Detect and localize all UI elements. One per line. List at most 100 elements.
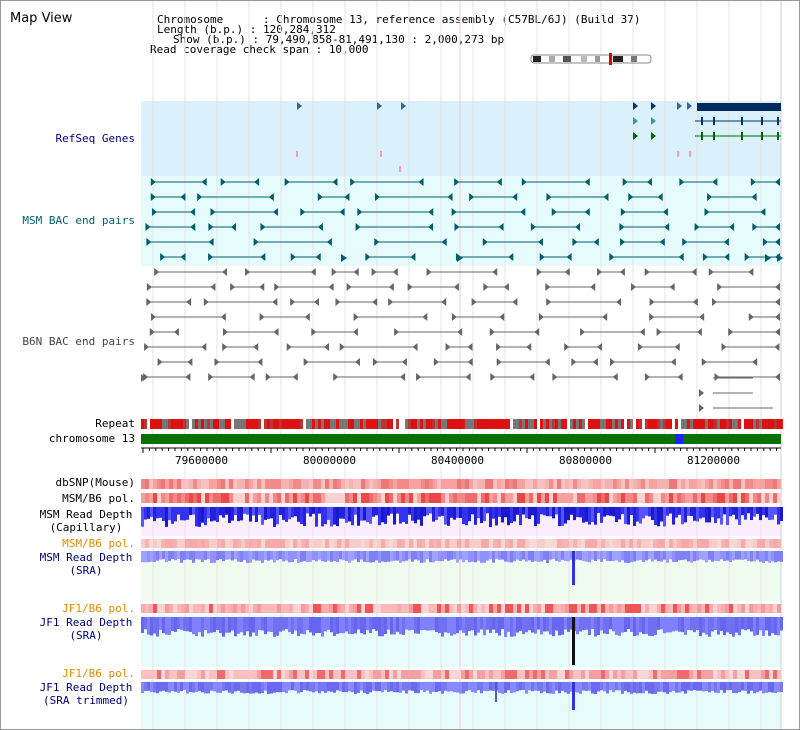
heat-cell (413, 604, 417, 613)
depth-bar (462, 507, 465, 525)
heat-cell (457, 479, 461, 489)
depth-bar (615, 682, 618, 691)
bac-end-marker (744, 253, 750, 261)
depth-bar (168, 551, 171, 561)
heat-cell (629, 493, 633, 503)
bac-end-marker (317, 223, 323, 231)
heat-cell (693, 539, 697, 548)
heat-cell (165, 479, 169, 489)
depth-bar (348, 551, 351, 563)
bac-end-marker (657, 193, 663, 201)
heat-cell (209, 670, 213, 679)
heat-cell (673, 670, 677, 679)
chromosome-value: Chromosome 13, reference assembly (C57BL… (276, 13, 641, 26)
heat-cell (733, 539, 737, 548)
heat-cell (437, 493, 441, 503)
heat-cell (381, 604, 385, 613)
heat-cell (705, 604, 709, 613)
depth-bar (282, 507, 285, 520)
heat-cell (677, 539, 681, 548)
heat-cell (549, 479, 553, 489)
heat-cell (737, 479, 741, 489)
bac-end-marker (748, 268, 754, 276)
bac-end-marker (154, 268, 160, 276)
heat-cell (145, 670, 149, 679)
heat-cell (561, 493, 565, 503)
repeat-segment (417, 419, 420, 429)
depth-bar (198, 682, 201, 691)
axis-tick-label: 80800000 (559, 454, 612, 467)
depth-bar (615, 551, 618, 561)
depth-bar (318, 682, 321, 694)
gene-block (697, 103, 781, 111)
bac-end-marker (752, 358, 758, 366)
heat-cell (189, 479, 193, 489)
heat-cell (501, 493, 505, 503)
heat-cell (293, 493, 297, 503)
depth-bar (333, 551, 336, 562)
bac-end-marker (628, 193, 634, 201)
depth-bar (360, 682, 363, 691)
depth-bar (753, 617, 756, 636)
heat-cell (201, 670, 205, 679)
heat-cell (313, 604, 317, 613)
heat-cell (617, 604, 621, 613)
heat-cell (453, 479, 457, 489)
bac-end-marker (454, 223, 460, 231)
depth-bar (216, 507, 219, 523)
depth-bar (255, 551, 258, 561)
heat-cell (753, 670, 757, 679)
depth-bar (432, 507, 435, 522)
repeat-segment (291, 419, 294, 429)
depth-bar (453, 551, 456, 560)
heat-cell (701, 493, 705, 503)
depth-bar (528, 507, 531, 520)
heat-cell (625, 493, 629, 503)
heat-cell (517, 493, 521, 503)
depth-bar (417, 507, 420, 520)
heat-cell (557, 493, 561, 503)
heat-cell (645, 479, 649, 489)
heat-cell (441, 479, 445, 489)
depth-bar (690, 507, 693, 516)
bac-end-marker (222, 343, 228, 351)
heat-cell (333, 493, 337, 503)
depth-bar (681, 507, 684, 525)
depth-bar (600, 551, 603, 562)
depth-bar (546, 617, 549, 632)
depth-bar (303, 617, 306, 635)
heat-cell (157, 670, 161, 679)
repeat-segment (531, 419, 534, 429)
bac-end-marker (371, 268, 377, 276)
depth-bar (285, 617, 288, 630)
depth-bar (486, 682, 489, 692)
depth-bar (597, 551, 600, 560)
repeat-segment (255, 419, 258, 429)
heat-cell (749, 479, 753, 489)
heat-cell (205, 670, 209, 679)
depth-bar (222, 617, 225, 637)
depth-bar (465, 551, 468, 561)
depth-bar (240, 551, 243, 562)
depth-bar (354, 507, 357, 515)
depth-bar (333, 507, 336, 525)
depth-bar (600, 507, 603, 523)
heat-cell (377, 479, 381, 489)
depth-bar (192, 682, 195, 693)
depth-bar (402, 507, 405, 522)
heat-cell (397, 670, 401, 679)
heat-cell (161, 479, 165, 489)
bac-end-marker (521, 178, 527, 186)
depth-bar (501, 617, 504, 630)
depth-bar (261, 551, 264, 563)
depth-bar (435, 551, 438, 561)
msm-read-depth-capillary-line1: MSM Read Depth (39, 508, 133, 521)
depth-bar (441, 507, 444, 516)
depth-bar (447, 507, 450, 526)
heat-cell (585, 539, 589, 548)
refseq-genes-label: RefSeq Genes (55, 132, 135, 145)
heat-cell (513, 539, 517, 548)
heat-cell (281, 493, 285, 503)
heat-cell (233, 539, 237, 548)
